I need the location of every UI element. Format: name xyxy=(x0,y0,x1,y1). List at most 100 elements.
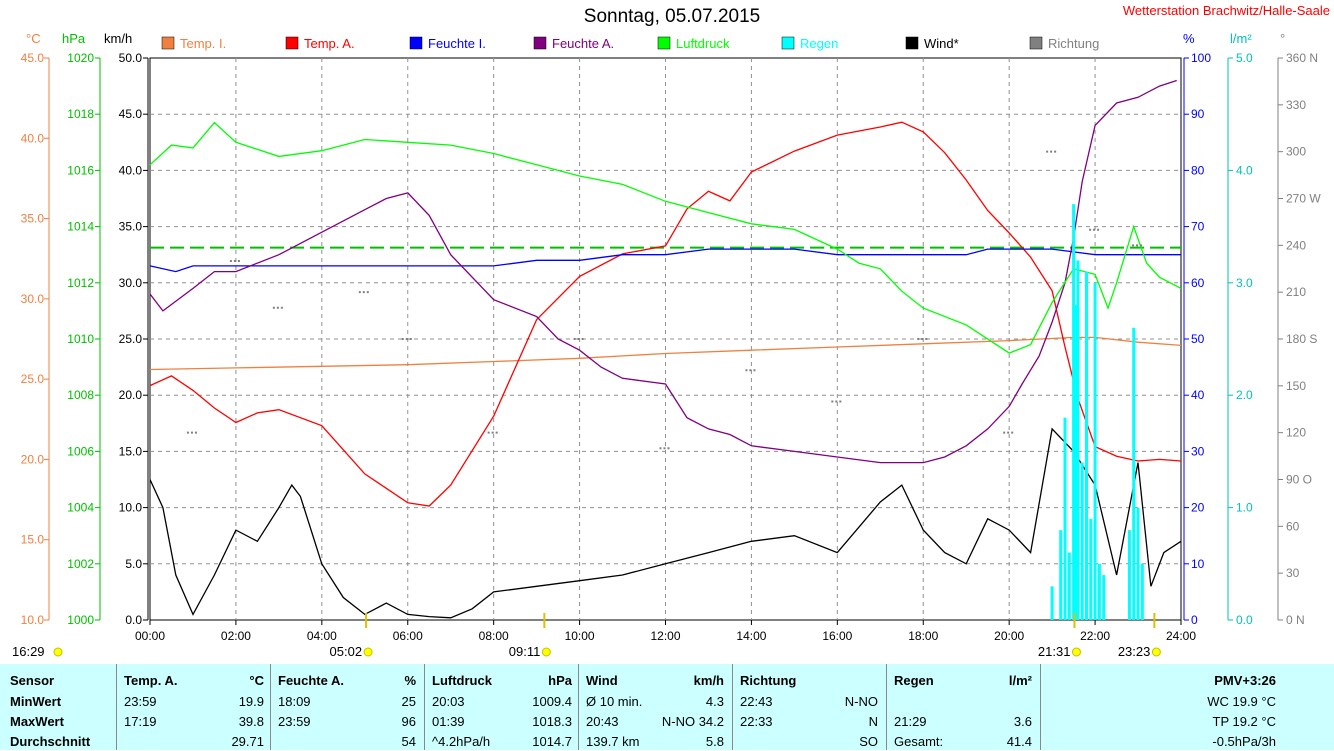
stats-cell: N-NO xyxy=(844,694,878,709)
marker-label: 09:11 xyxy=(509,644,541,659)
pressure-axis-tick-label: 1000 xyxy=(67,613,94,627)
wind-axis-tick-label: 40.0 xyxy=(119,163,143,177)
legend-label: Wind* xyxy=(924,36,959,51)
wind-axis-tick-label: 35.0 xyxy=(119,220,143,234)
stats-cell: 20:43 xyxy=(586,714,619,729)
direction-axis-tick-label: 60 xyxy=(1286,519,1300,533)
pressure-axis-tick-label: 1010 xyxy=(67,332,94,346)
legend-swatch xyxy=(905,36,919,50)
legend-swatch xyxy=(409,36,423,50)
temp-axis-tick-label: 40.0 xyxy=(21,131,45,145)
stats-panel: Sensor Temp. A. °C Feuchte A.% Luftdruck hPa W… xyxy=(0,664,1334,750)
stats-header-row: Sensor Temp. A. °C Feuchte A.% Luftdruck hPa W… xyxy=(0,672,1334,690)
stats-cell: 18:09 xyxy=(278,694,311,709)
stats-cell: 23:59 xyxy=(278,714,311,729)
pressure-axis-tick-label: 1018 xyxy=(67,107,94,121)
temp-axis-tick-label: 45.0 xyxy=(21,51,45,65)
wind-axis-tick-label: 10.0 xyxy=(119,501,143,515)
unit-percent: % xyxy=(1183,31,1195,46)
wind-axis-tick-label: 5.0 xyxy=(125,557,142,571)
rain-axis-tick-label: 5.0 xyxy=(1236,51,1253,65)
sun-marker-icon xyxy=(1151,647,1161,657)
rain-axis-tick-label: 1.0 xyxy=(1236,501,1253,515)
stats-cell: Temp. A. xyxy=(124,673,178,688)
unit-celsius: °C xyxy=(26,31,41,46)
stats-cell: 22:33 xyxy=(740,714,773,729)
temp-axis-tick-label: 35.0 xyxy=(21,212,45,226)
stats-cell: 25 xyxy=(401,694,416,709)
humidity-axis-tick-label: 90 xyxy=(1191,107,1205,121)
stats-cell: l/m² xyxy=(1008,673,1032,688)
sun-marker-icon xyxy=(541,647,551,657)
stats-cell: Feuchte A. xyxy=(278,673,344,688)
wind-axis-tick-label: 30.0 xyxy=(119,276,143,290)
stats-cell: Richtung xyxy=(740,673,797,688)
unit-kmh: km/h xyxy=(104,31,132,46)
weather-chart: Sonntag, 05.07.2015 Wetterstation Brachw… xyxy=(12,3,1330,659)
direction-axis-tick-label: 180 S xyxy=(1286,332,1317,346)
stats-cell: 41.4 xyxy=(1006,734,1032,749)
legend-swatch xyxy=(781,36,795,50)
stats-cell: Ø 10 min. xyxy=(586,694,643,709)
direction-axis-tick-label: 210 xyxy=(1286,285,1306,299)
legend-swatch xyxy=(285,36,299,50)
legend-label: Luftdruck xyxy=(676,36,730,51)
temp-axis-tick-label: 30.0 xyxy=(21,292,45,306)
stats-cell: Regen xyxy=(894,673,934,688)
stats-cell: 19.9 xyxy=(238,694,264,709)
direction-axis-tick-label: 240 xyxy=(1286,238,1306,252)
direction-axis-tick-label: 330 xyxy=(1286,98,1306,112)
legend-label: Feuchte A. xyxy=(552,36,614,51)
stats-cell: SO xyxy=(859,734,878,749)
sun-marker-icon xyxy=(363,647,373,657)
humidity-axis-tick-label: 10 xyxy=(1191,557,1205,571)
direction-axis-tick-label: 150 xyxy=(1286,379,1306,393)
x-tick-label: 10:00 xyxy=(565,629,595,643)
direction-axis-tick-label: 300 xyxy=(1286,145,1306,159)
humidity-axis-tick-label: 30 xyxy=(1191,444,1205,458)
stats-cell: 54 xyxy=(401,734,416,749)
stats-cell: 1009.4 xyxy=(532,694,572,709)
humidity-axis-tick-label: 50 xyxy=(1191,332,1205,346)
stats-cell: 5.8 xyxy=(705,734,724,749)
stats-divider xyxy=(270,664,271,750)
legend-swatch xyxy=(1029,36,1043,50)
stats-divider xyxy=(578,664,579,750)
sun-marker-icon xyxy=(53,647,63,657)
humidity-axis-tick-label: 80 xyxy=(1191,163,1205,177)
stats-cell: 1014.7 xyxy=(532,734,572,749)
wind-axis-tick-label: 25.0 xyxy=(119,332,143,346)
stats-cell: -0.5hPa/3h xyxy=(1212,734,1276,749)
unit-hpa: hPa xyxy=(62,31,86,46)
marker-label: 21:31 xyxy=(1038,644,1071,659)
pressure-axis-tick-label: 1002 xyxy=(67,557,94,571)
stats-cell: 139.7 km xyxy=(586,734,640,749)
stats-cell: km/h xyxy=(693,673,724,688)
pressure-axis-tick-label: 1016 xyxy=(67,163,94,177)
direction-axis-tick-label: 30 xyxy=(1286,566,1300,580)
stats-divider xyxy=(886,664,887,750)
luftdruck-series-line xyxy=(149,121,1182,354)
humidity-axis-tick-label: 60 xyxy=(1191,276,1205,290)
unit-degree: ° xyxy=(1280,31,1285,46)
stats-cell: 20:03 xyxy=(432,694,465,709)
stats-row: MaxWert 17:19 39.8 23:59 96 01:39 1018.3 20:43 N… xyxy=(0,713,1334,731)
temp-axis-tick-label: 25.0 xyxy=(21,372,45,386)
stats-cell: 22:43 xyxy=(740,694,773,709)
legend-label: Feuchte I. xyxy=(428,36,486,51)
plot-area: 00:00 02:00 04:00 06:00 08:00 10:00 12:00 14:00… xyxy=(12,51,1321,659)
direction-axis-tick-label: 360 N xyxy=(1286,51,1318,65)
legend-label: Temp. A. xyxy=(304,36,355,51)
wind-axis-tick-label: 50.0 xyxy=(119,51,143,65)
wind-axis-tick-label: 20.0 xyxy=(119,388,143,402)
x-tick-label: 04:00 xyxy=(307,629,337,643)
stats-cell: Gesamt: xyxy=(894,734,944,749)
stats-cell: % xyxy=(404,673,416,688)
humidity-axis-tick-label: 70 xyxy=(1191,220,1205,234)
legend-label: Richtung xyxy=(1048,36,1099,51)
stats-cell: N-NO 34.2 xyxy=(661,714,724,729)
temp-a-series-line xyxy=(149,121,1182,507)
legend-swatch xyxy=(533,36,547,50)
pressure-axis-tick-label: 1006 xyxy=(67,444,94,458)
stats-divider xyxy=(732,664,733,750)
